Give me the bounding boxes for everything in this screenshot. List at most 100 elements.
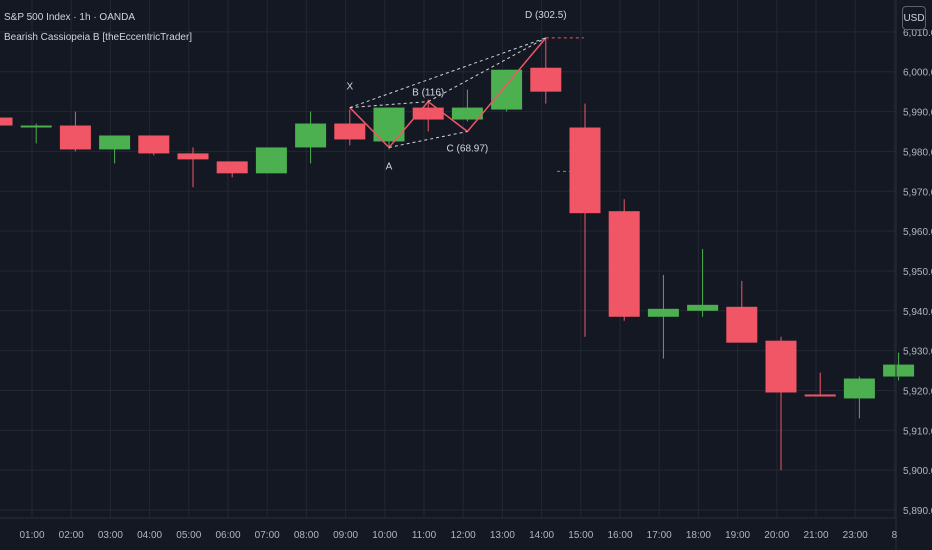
x-tick-label: 06:00	[215, 530, 240, 541]
candle[interactable]	[765, 336, 797, 471]
x-tick-label: 12:00	[451, 530, 476, 541]
x-tick-label: 19:00	[725, 530, 750, 541]
y-tick-label: 5,930.0	[903, 347, 932, 358]
candle-body	[451, 107, 483, 120]
candle-body	[765, 340, 797, 393]
y-tick-label: 5,940.0	[903, 307, 932, 318]
candle-body	[804, 394, 836, 397]
candle[interactable]	[334, 109, 366, 146]
y-tick-label: 6,000.0	[903, 68, 932, 79]
y-tick-label: 5,970.0	[903, 187, 932, 198]
candle-body	[138, 135, 170, 154]
candle-body	[569, 127, 601, 214]
y-tick-label: 5,890.0	[903, 506, 932, 517]
candle[interactable]	[59, 111, 91, 152]
candle[interactable]	[177, 147, 209, 188]
x-tick-label: 10:00	[372, 530, 397, 541]
candle[interactable]	[843, 376, 875, 419]
candle[interactable]	[726, 280, 758, 343]
candle-body	[20, 125, 52, 128]
candle[interactable]	[0, 114, 13, 132]
x-tick-label: 01:00	[19, 530, 44, 541]
y-tick-label: 5,950.0	[903, 267, 932, 278]
candle-body	[530, 67, 562, 92]
candle-body	[608, 211, 640, 317]
candle-body	[883, 364, 915, 377]
candle[interactable]	[687, 249, 719, 317]
candle-body	[0, 117, 13, 126]
y-tick-label: 5,910.0	[903, 426, 932, 437]
pattern-point-label: B (116)	[412, 88, 444, 99]
symbol-title: S&P 500 Index · 1h · OANDA	[4, 12, 135, 23]
candle[interactable]	[20, 123, 52, 144]
candle-body	[687, 304, 719, 311]
pattern-dashed-line	[349, 101, 429, 109]
candle[interactable]	[412, 99, 444, 132]
candle[interactable]	[138, 135, 170, 156]
candle[interactable]	[99, 135, 131, 164]
y-tick-label: 5,990.0	[903, 108, 932, 119]
candle[interactable]	[530, 37, 562, 104]
y-tick-label: 5,920.0	[903, 386, 932, 397]
candle-body	[647, 308, 679, 317]
candle-body	[99, 135, 131, 150]
candle[interactable]	[608, 199, 640, 321]
pattern-point-label: C (68.97)	[447, 143, 489, 154]
x-tick-label: 02:00	[59, 530, 84, 541]
x-tick-label: 8	[892, 530, 898, 541]
candle-body	[726, 306, 758, 343]
candle-body	[295, 123, 327, 148]
currency-button[interactable]: USD	[902, 6, 926, 30]
candle[interactable]	[804, 372, 836, 397]
x-tick-label: 04:00	[137, 530, 162, 541]
x-tick-label: 21:00	[803, 530, 828, 541]
pattern-point-label: X	[346, 82, 353, 93]
candle-body	[255, 147, 287, 174]
x-tick-label: 15:00	[568, 530, 593, 541]
x-tick-label: 08:00	[294, 530, 319, 541]
x-tick-label: 05:00	[176, 530, 201, 541]
x-tick-label: 18:00	[686, 530, 711, 541]
pattern-dashed-line	[349, 37, 546, 109]
x-tick-label: 03:00	[98, 530, 123, 541]
x-tick-label: 16:00	[607, 530, 632, 541]
x-tick-label: 23:00	[843, 530, 868, 541]
y-tick-label: 5,980.0	[903, 147, 932, 158]
pattern-dashed-line	[388, 131, 468, 148]
candle[interactable]	[883, 352, 915, 381]
candle-body	[843, 378, 875, 399]
x-tick-label: 07:00	[255, 530, 280, 541]
x-tick-label: 20:00	[764, 530, 789, 541]
candle-body	[491, 69, 523, 110]
x-tick-label: 11:00	[412, 530, 437, 541]
y-tick-label: 5,900.0	[903, 466, 932, 477]
candle-body	[216, 161, 248, 174]
candle[interactable]	[451, 89, 483, 122]
candle[interactable]	[373, 107, 405, 150]
indicator-label[interactable]: Bearish Cassiopeia B [theEccentricTrader…	[4, 32, 193, 43]
pattern-point-label: A	[386, 161, 393, 172]
candle-body	[59, 125, 91, 150]
candle[interactable]	[295, 111, 327, 164]
y-tick-label: 6,010.0	[903, 28, 932, 39]
x-tick-label: 14:00	[529, 530, 554, 541]
pattern-dashed-line	[427, 37, 547, 103]
candle[interactable]	[255, 147, 287, 174]
x-tick-label: 17:00	[647, 530, 672, 541]
harmonic-pattern: X A B (116) C (68.97) D (302.5)	[346, 10, 584, 172]
candles	[0, 37, 915, 471]
candle[interactable]	[569, 103, 601, 337]
grid	[0, 0, 896, 518]
x-tick-label: 09:00	[333, 530, 358, 541]
pattern-point-label: D (302.5)	[525, 10, 567, 21]
candle-body	[412, 107, 444, 120]
x-tick-label: 13:00	[490, 530, 515, 541]
candle-body	[177, 153, 209, 160]
candle[interactable]	[216, 161, 248, 178]
candle-body	[334, 123, 366, 140]
candle[interactable]	[491, 69, 523, 112]
candle[interactable]	[647, 274, 679, 359]
